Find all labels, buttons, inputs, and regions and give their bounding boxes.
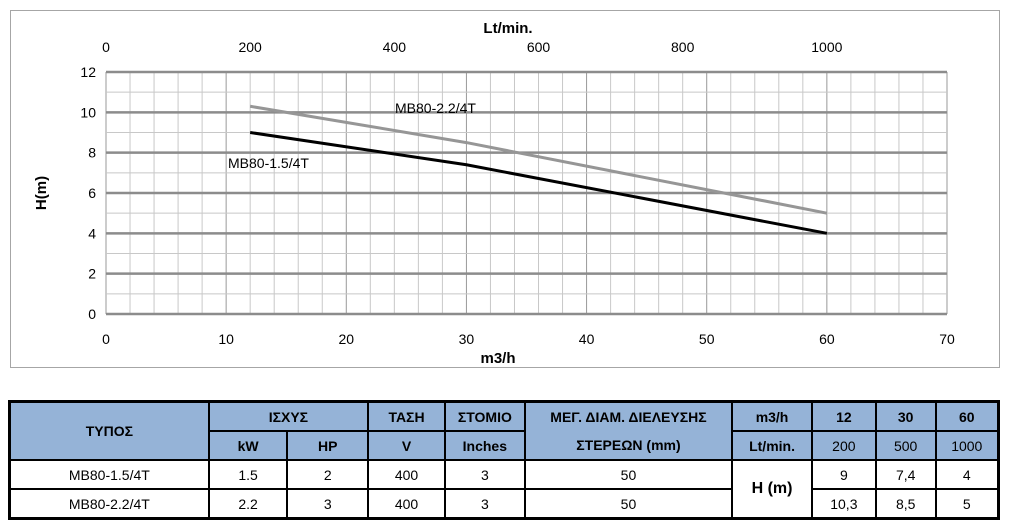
col-type: ΤΥΠΟΣ [8,400,210,461]
head: 7,4 [874,459,937,490]
y-tick-label: 4 [88,225,96,241]
outlet: 3 [443,459,526,490]
y-tick-label: 0 [88,306,96,322]
head: 4 [934,459,1000,490]
hp: 3 [286,488,370,520]
series-label: MB80-2.2/4T [395,100,476,116]
x-tick-label: 60 [819,331,835,347]
x2-tick-label: 1000 [811,39,842,55]
unit-v: V [367,430,446,461]
head: 10,3 [810,488,877,520]
q-lmin: 500 [874,430,937,461]
outlet: 3 [443,488,526,520]
x-tick-label: 0 [102,331,110,347]
q-lmin: 200 [810,430,877,461]
col-outlet: ΣΤΟΜΙΟ [443,400,526,432]
col-solids-2: ΣΤΕΡΕΩΝ (mm) [523,431,734,461]
y-tick-label: 2 [88,266,96,282]
specs-table: ΤΥΠΟΣ ΙΣΧΥΣ ΤΑΣΗ ΣΤΟΜΙΟ ΜΕΓ. ΔΙΑΜ. ΔΙΕΛΕ… [8,400,1000,520]
pump-curve-chart: 0 2 4 6 8 10 12 0 10 20 30 40 50 60 70 0 200 400 600 800 100… [33,20,955,367]
head-label: H (m) [731,459,813,520]
voltage: 400 [367,488,446,520]
x2-tick-label: 400 [383,39,407,55]
series-line [249,131,828,235]
x-tick-label: 50 [699,331,715,347]
head: 9 [810,459,877,490]
col-voltage: ΤΑΣΗ [367,400,446,432]
x-tick-label: 70 [939,331,955,347]
y-axis-title: H(m) [33,176,50,210]
table-row: MB80-1.5/4T 1.5 2 400 3 50 H (m) 9 7,4 4 [8,459,1000,520]
col-m3h: m3/h [731,400,813,432]
x2-tick-label: 800 [671,39,695,55]
col-lmin: Lt/min. [731,430,813,461]
x2-tick-label: 600 [527,39,551,55]
q-m3h: 30 [874,400,937,432]
col-power: ΙΣΧΥΣ [207,400,370,432]
x2-tick-label: 200 [238,39,262,55]
chart-frame [10,10,1000,368]
model: MB80-2.2/4T [8,488,210,520]
kw: 1.5 [207,459,289,490]
series-line [249,104,828,215]
x-tick-label: 40 [579,331,595,347]
model: MB80-1.5/4T [8,459,210,490]
solids: 50 [523,459,734,490]
head: 5 [934,488,1000,520]
q-lmin: 1000 [934,430,1000,461]
solids: 50 [523,488,734,520]
y-tick-label: 12 [80,64,96,80]
unit-hp: HP [286,430,370,461]
col-solids: ΜΕΓ. ΔΙΑΜ. ΔΙΕΛΕΥΣΗΣ [523,400,734,431]
unit-kw: kW [207,430,289,461]
table-row: MB80-2.2/4T 2.2 3 400 3 50 10,3 8,5 5 [8,488,1000,520]
x-axis-title: m3/h [480,350,515,367]
y-tick-label: 8 [88,145,96,161]
hp: 2 [286,459,370,490]
voltage: 400 [367,459,446,490]
series-label: MB80-1.5/4T [228,155,309,171]
unit-inches: Inches [443,430,526,461]
x2-tick-label: 0 [102,39,110,55]
x2-axis-title: Lt/min. [483,20,532,37]
x-tick-label: 30 [459,331,475,347]
x-tick-label: 10 [218,331,234,347]
y-tick-label: 10 [80,104,96,120]
q-m3h: 60 [934,400,1000,432]
q-m3h: 12 [810,400,877,432]
x-tick-label: 20 [338,331,354,347]
kw: 2.2 [207,488,289,520]
y-tick-label: 6 [88,185,96,201]
head: 8,5 [874,488,937,520]
